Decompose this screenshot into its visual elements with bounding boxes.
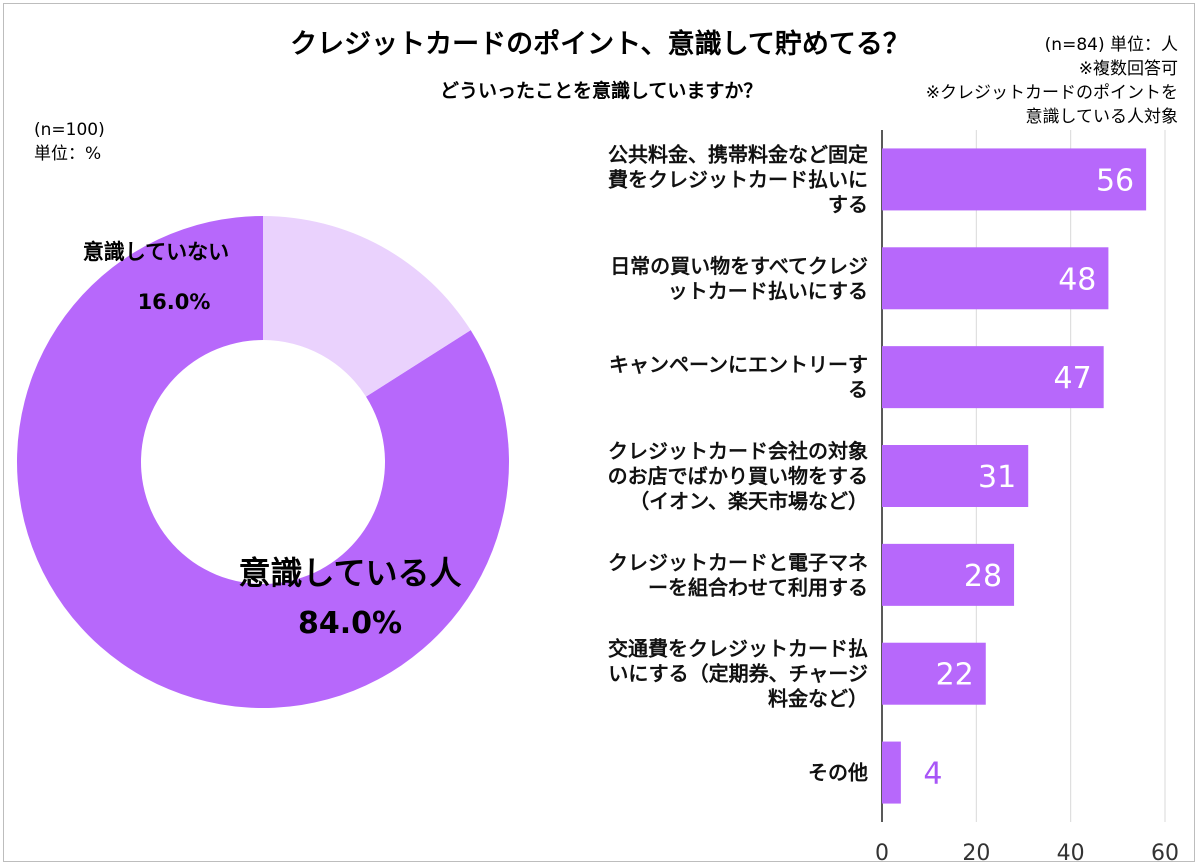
category-label-6-line-0: その他 [808,761,868,785]
donut-sample-size: (n=100) [34,120,105,140]
category-label-3-line-0: クレジットカード会社の対象 [608,439,868,463]
category-label-1-line-1: ットカード払いにする [668,279,868,303]
bar-0 [882,148,1147,211]
bar-3 [882,445,1029,507]
bar-2 [882,346,1104,409]
donut-label-aware: 意識している人 [238,554,461,592]
x-tick-label-0: 0 [875,841,889,866]
donut-label-not-aware: 意識していない [83,240,229,264]
chart-frame [3,3,1195,862]
category-label-4-line-1: ーを組合わせて利用する [648,575,868,599]
bar-value-label-2: 47 [1053,361,1091,396]
category-label-3-line-2: （イオン、楽天市場など） [629,489,868,513]
category-label-2-line-1: る [848,378,868,402]
x-tick-label-60: 60 [1151,841,1179,866]
donut-notes: (n=100) 単位：% [34,118,105,166]
category-label-1-line-0: 日常の買い物をすべてクレジ [610,254,868,278]
category-label-0-line-0: 公共料金、携帯料金など固定 [608,142,868,166]
category-label-0-line-1: 費をクレジットカード払いに [608,167,868,191]
note-sample-unit: (n=84) 単位：人 [1044,35,1178,55]
note-multiple-answers: ※複数回答可 [1078,59,1178,79]
bar-4 [882,543,1015,606]
chart-title: クレジットカードのポイント、意識して貯めてる？ [290,29,910,60]
donut-slice-aware [17,216,510,708]
x-tick-label-20: 20 [962,841,990,866]
bar-6 [882,741,901,804]
bar-5 [882,642,986,705]
category-label-4-line-0: クレジットカードと電子マネ [608,550,868,574]
donut-value-aware: 84.0% [298,606,402,641]
bar-chart-title: どういったことを意識していますか？ [440,80,763,102]
category-label-0-line-2: する [828,192,868,216]
category-label-5-line-0: 交通費をクレジットカード払 [608,637,868,661]
bar-value-label-3: 31 [978,460,1016,495]
donut-unit: 単位：% [34,144,102,164]
category-label-5-line-2: 料金など） [768,687,868,711]
bar-chart-notes: (n=84) 単位：人 ※複数回答可 ※クレジットカードのポイントを 意識してい… [926,33,1178,129]
note-target-line2: 意識している人対象 [1025,107,1179,127]
donut-slice-not-aware [263,216,471,397]
note-target-line1: ※クレジットカードのポイントを [925,83,1178,103]
bar-value-label-6: 4 [923,757,942,792]
x-tick-label-40: 40 [1057,841,1085,866]
bar-value-label-1: 48 [1058,262,1096,297]
donut-value-not-aware: 16.0% [138,290,211,314]
category-label-5-line-1: いにする（定期券、チャージ [608,662,868,686]
bar-1 [882,247,1109,310]
bar-value-label-5: 22 [936,658,974,693]
category-label-3-line-1: のお店でばかり買い物をする [608,464,868,488]
bar-value-label-4: 28 [964,559,1002,594]
bar-value-label-0: 56 [1096,163,1134,198]
category-label-2-line-0: キャンペーンにエントリーす [609,353,868,377]
